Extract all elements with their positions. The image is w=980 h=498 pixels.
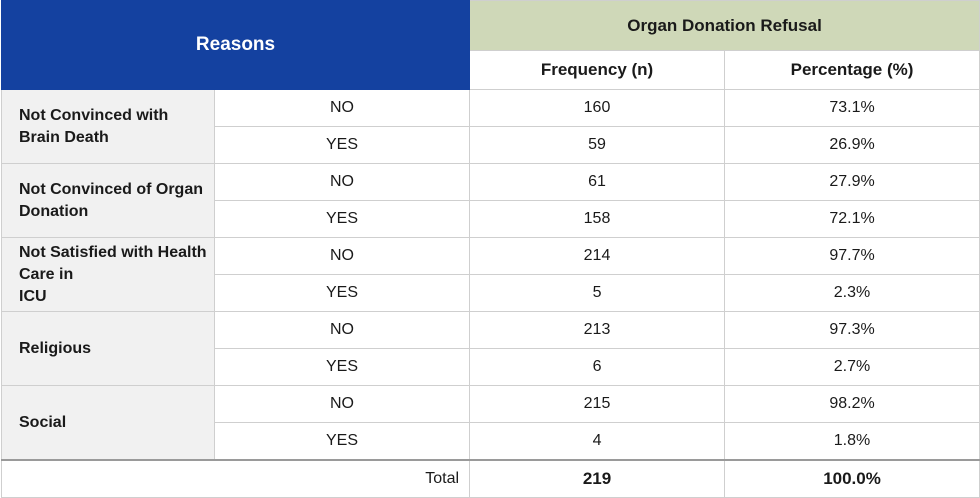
total-label: Total [0, 459, 471, 498]
reason-cell: Not Convinced with Brain Death [1, 89, 215, 164]
percentage-cell: 27.9% [724, 163, 980, 201]
percentage-cell: 2.7% [724, 348, 980, 386]
table-row: YES 158 72.1% [2, 200, 980, 238]
reason-cell: Religious [1, 311, 215, 386]
answer-cell: YES [213, 274, 471, 312]
percentage-cell: 72.1% [724, 200, 980, 238]
percentage-cell: 97.3% [724, 311, 980, 349]
frequency-cell: 158 [469, 200, 726, 238]
table-row: Not Convinced with Brain Death NO 160 73.1% [1, 89, 980, 164]
total-percentage: 100.0% [724, 459, 980, 498]
reason-line: Not Convinced of Organ [19, 180, 203, 198]
table-body: Not Convinced with Brain Death NO 160 73.1% Y… [1, 89, 980, 461]
reason-cell: Not Satisfied with Health Care in ICU [1, 237, 215, 312]
frequency-header: Frequency (n) [469, 50, 726, 90]
frequency-cell: 213 [469, 311, 726, 349]
table-row: Social NO 215 98.2% [1, 385, 980, 461]
answer-cell: NO [213, 163, 471, 201]
frequency-cell: 215 [469, 385, 726, 423]
table-row: Not Convinced of Organ Donation NO 61 27.9% [1, 163, 980, 238]
frequency-cell: 59 [469, 126, 726, 164]
reason-line: Brain Death [19, 128, 109, 146]
frequency-cell: 61 [469, 163, 726, 201]
answer-cell: NO [213, 237, 471, 275]
reason-line: Religious [19, 339, 92, 357]
reason-cell: Not Convinced of Organ Donation [1, 163, 215, 238]
answer-cell: YES [213, 200, 471, 238]
percentage-header: Percentage (%) [724, 50, 980, 90]
reason-line: ICU [19, 287, 47, 305]
reason-line: Care in [19, 265, 74, 283]
answer-cell: YES [213, 422, 471, 461]
frequency-cell: 5 [469, 274, 726, 312]
table-row: YES 5 2.3% [2, 274, 980, 312]
reason-line: Donation [19, 202, 89, 220]
percentage-cell: 73.1% [724, 89, 980, 127]
answer-cell: NO [213, 385, 471, 423]
percentage-cell: 1.8% [724, 422, 980, 461]
reason-cell: Social [1, 385, 215, 461]
frequency-cell: 6 [469, 348, 726, 386]
total-row: Total 219 100.0% [0, 459, 980, 498]
table-row: YES 59 26.9% [2, 126, 980, 164]
answer-cell: NO [213, 311, 471, 349]
answer-cell: NO [213, 89, 471, 127]
table-row: Religious NO 213 97.3% [1, 311, 980, 386]
reason-line: Not Convinced with [19, 106, 169, 124]
table-row: YES 6 2.7% [2, 348, 980, 386]
percentage-cell: 26.9% [724, 126, 980, 164]
frequency-cell: 160 [469, 89, 726, 127]
reason-line: Not Satisfied with Health [19, 243, 207, 261]
percentage-cell: 2.3% [724, 274, 980, 312]
frequency-cell: 4 [469, 422, 726, 461]
reasons-header: Reasons [0, 0, 471, 90]
answer-cell: YES [213, 126, 471, 164]
organ-donation-refusal-header: Organ Donation Refusal [469, 0, 980, 52]
reason-line: Social [19, 413, 67, 431]
answer-cell: YES [213, 348, 471, 386]
percentage-cell: 97.7% [724, 237, 980, 275]
frequency-cell: 214 [469, 237, 726, 275]
percentage-cell: 98.2% [724, 385, 980, 423]
table-row: Not Satisfied with Health Care in ICU NO 214… [1, 237, 980, 312]
total-frequency: 219 [469, 459, 726, 498]
